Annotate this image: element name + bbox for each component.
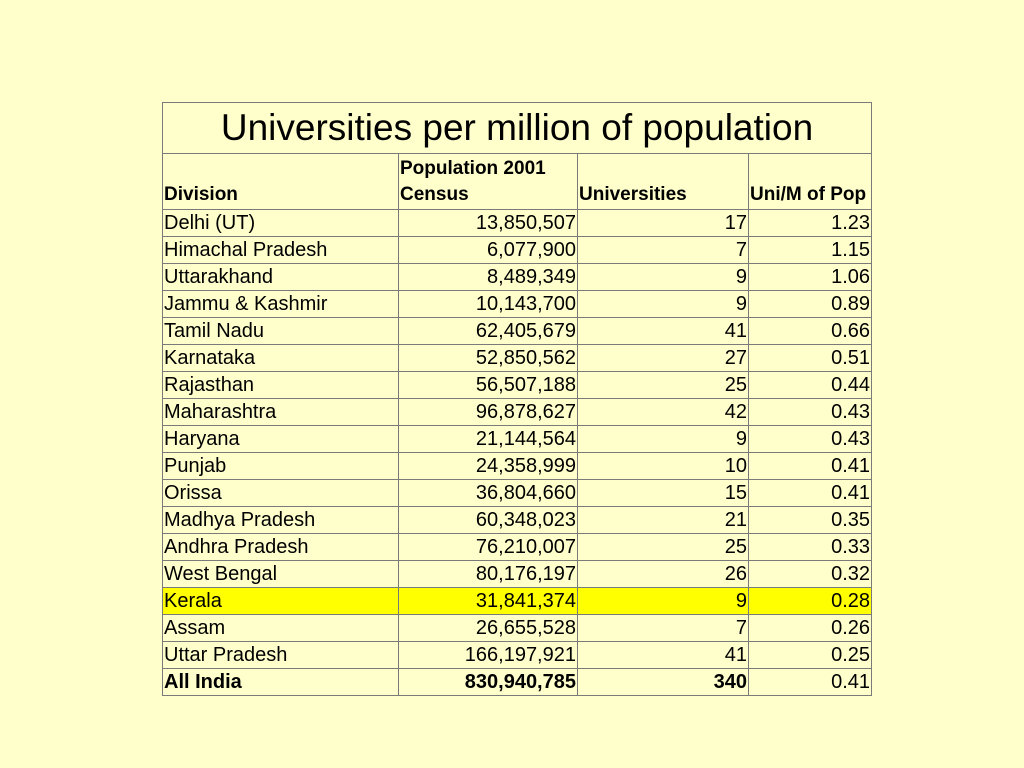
table-row: Punjab 24,358,999 10 0.41 [162, 452, 873, 480]
cell-ratio: 0.44 [747, 371, 873, 399]
cell-ratio: 0.32 [747, 560, 873, 588]
cell-division: Uttarakhand [162, 263, 399, 291]
cell-division: Haryana [162, 425, 399, 453]
cell-division: Punjab [162, 452, 399, 480]
cell-division: Maharashtra [162, 398, 399, 426]
cell-ratio: 0.51 [747, 344, 873, 372]
cell-division: Karnataka [162, 344, 399, 372]
table-row: Maharashtra 96,878,627 42 0.43 [162, 398, 873, 426]
cell-population: 36,804,660 [398, 479, 578, 507]
cell-division: Kerala [162, 587, 399, 615]
cell-ratio: 0.25 [747, 641, 873, 669]
table-row: Assam 26,655,528 7 0.26 [162, 614, 873, 642]
table-row: Uttarakhand 8,489,349 9 1.06 [162, 263, 873, 291]
cell-ratio: 0.26 [747, 614, 873, 642]
cell-universities: 42 [577, 398, 749, 426]
table-row: Jammu & Kashmir 10,143,700 9 0.89 [162, 290, 873, 318]
cell-population: 56,507,188 [398, 371, 578, 399]
cell-population: 96,878,627 [398, 398, 578, 426]
cell-universities: 25 [577, 533, 749, 561]
cell-ratio: 0.43 [747, 398, 873, 426]
cell-population: 8,489,349 [398, 263, 578, 291]
total-population: 830,940,785 [398, 668, 578, 696]
table-row: Delhi (UT) 13,850,507 17 1.23 [162, 209, 873, 237]
universities-table: Universities per million of population D… [161, 102, 873, 696]
cell-population: 76,210,007 [398, 533, 578, 561]
cell-population: 60,348,023 [398, 506, 578, 534]
cell-ratio: 0.66 [747, 317, 873, 345]
cell-ratio: 0.35 [747, 506, 873, 534]
cell-universities: 26 [577, 560, 749, 588]
cell-universities: 10 [577, 452, 749, 480]
cell-division: Tamil Nadu [162, 317, 399, 345]
cell-division: Andhra Pradesh [162, 533, 399, 561]
cell-division: Assam [162, 614, 399, 642]
cell-universities: 7 [577, 614, 749, 642]
table-row: Orissa 36,804,660 15 0.41 [162, 479, 873, 507]
cell-division: Madhya Pradesh [162, 506, 399, 534]
cell-universities: 9 [577, 587, 749, 615]
cell-population: 6,077,900 [398, 236, 578, 264]
cell-universities: 25 [577, 371, 749, 399]
table-row: Rajasthan 56,507,188 25 0.44 [162, 371, 873, 399]
table-row: Himachal Pradesh 6,077,900 7 1.15 [162, 236, 873, 264]
cell-population: 166,197,921 [398, 641, 578, 669]
cell-population: 62,405,679 [398, 317, 578, 345]
cell-ratio: 1.23 [747, 209, 873, 237]
cell-universities: 21 [577, 506, 749, 534]
cell-universities: 9 [577, 425, 749, 453]
total-universities: 340 [577, 668, 749, 696]
table-row: Uttar Pradesh 166,197,921 41 0.25 [162, 641, 873, 669]
cell-population: 52,850,562 [398, 344, 578, 372]
cell-ratio: 1.15 [747, 236, 873, 264]
table-title: Universities per million of population [161, 102, 873, 154]
cell-ratio: 0.33 [747, 533, 873, 561]
table-row: Madhya Pradesh 60,348,023 21 0.35 [162, 506, 873, 534]
cell-universities: 9 [577, 290, 749, 318]
cell-ratio: 0.41 [747, 452, 873, 480]
cell-population: 31,841,374 [398, 587, 578, 615]
cell-universities: 15 [577, 479, 749, 507]
cell-universities: 41 [577, 317, 749, 345]
header-universities: Universities [577, 153, 749, 210]
header-ratio: Uni/M of Pop [747, 153, 873, 210]
cell-ratio: 0.41 [747, 479, 873, 507]
cell-population: 24,358,999 [398, 452, 578, 480]
cell-division: Jammu & Kashmir [162, 290, 399, 318]
cell-division: West Bengal [162, 560, 399, 588]
cell-ratio: 1.06 [747, 263, 873, 291]
total-row: All India 830,940,785 340 0.41 [162, 668, 873, 696]
total-ratio: 0.41 [747, 668, 873, 696]
header-row: Division Population 2001 Census Universi… [162, 153, 873, 210]
cell-population: 13,850,507 [398, 209, 578, 237]
header-division: Division [162, 153, 399, 210]
cell-population: 26,655,528 [398, 614, 578, 642]
cell-ratio: 0.43 [747, 425, 873, 453]
cell-population: 80,176,197 [398, 560, 578, 588]
cell-division: Orissa [162, 479, 399, 507]
cell-universities: 41 [577, 641, 749, 669]
cell-division: Himachal Pradesh [162, 236, 399, 264]
table-row: Karnataka 52,850,562 27 0.51 [162, 344, 873, 372]
table-body: Delhi (UT) 13,850,507 17 1.23 Himachal Prade… [162, 209, 873, 696]
table-row: Haryana 21,144,564 9 0.43 [162, 425, 873, 453]
cell-universities: 17 [577, 209, 749, 237]
cell-universities: 7 [577, 236, 749, 264]
cell-division: Rajasthan [162, 371, 399, 399]
table-row: Tamil Nadu 62,405,679 41 0.66 [162, 317, 873, 345]
cell-population: 10,143,700 [398, 290, 578, 318]
table-row: West Bengal 80,176,197 26 0.32 [162, 560, 873, 588]
cell-universities: 27 [577, 344, 749, 372]
table-row: Andhra Pradesh 76,210,007 25 0.33 [162, 533, 873, 561]
cell-universities: 9 [577, 263, 749, 291]
table-row: Kerala 31,841,374 9 0.28 [162, 587, 873, 615]
header-population: Population 2001 Census [398, 153, 578, 210]
cell-ratio: 0.89 [747, 290, 873, 318]
cell-division: Uttar Pradesh [162, 641, 399, 669]
cell-ratio: 0.28 [747, 587, 873, 615]
cell-population: 21,144,564 [398, 425, 578, 453]
cell-division: Delhi (UT) [162, 209, 399, 237]
total-division: All India [162, 668, 399, 696]
